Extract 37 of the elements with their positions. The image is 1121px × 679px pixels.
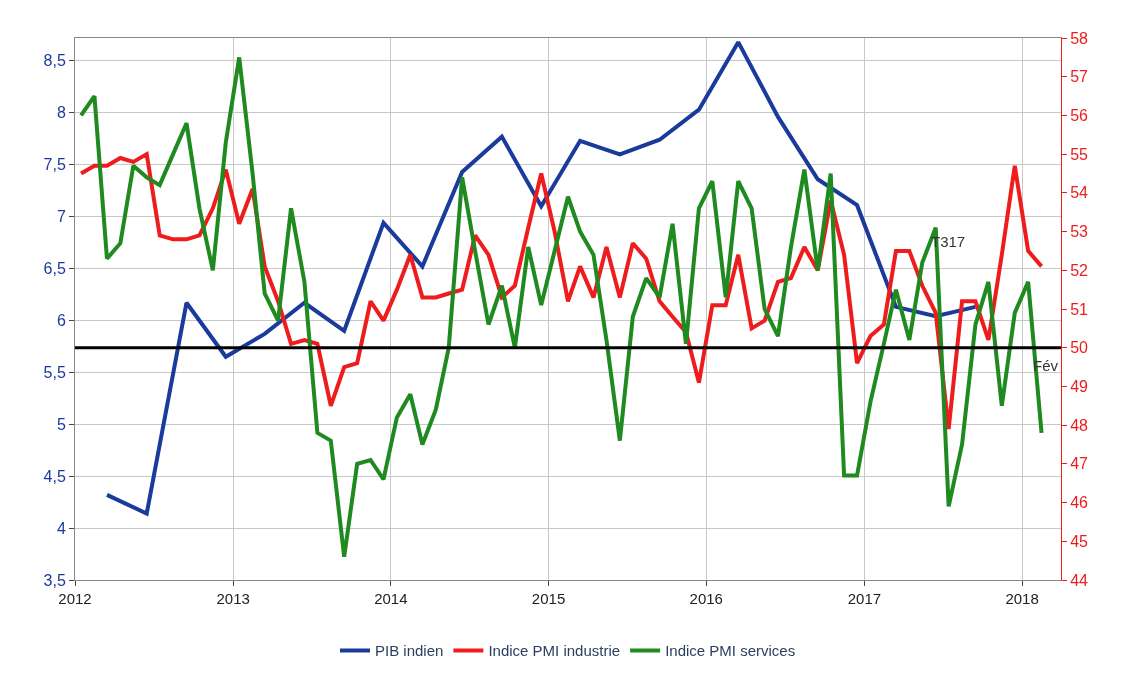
x-tick-label: 2014 <box>374 590 408 607</box>
legend-label: Indice PMI industrie <box>488 642 621 660</box>
y2-tick-label: 51 <box>1070 300 1089 318</box>
y2-tick-label: 47 <box>1070 455 1089 473</box>
y-tick-label: 6 <box>56 312 66 330</box>
x-tick-label: 2013 <box>216 590 250 607</box>
y-tick-label: 4,5 <box>43 467 66 485</box>
x-tick-label: 2012 <box>58 590 92 607</box>
y2-tick-label: 48 <box>1070 416 1089 434</box>
y2-tick-label: 54 <box>1070 184 1089 202</box>
y2-tick-label: 55 <box>1070 145 1089 163</box>
x-tick-label: 2018 <box>1005 590 1039 607</box>
y2-tick-label: 50 <box>1070 339 1089 357</box>
y2-tick-label: 58 <box>1070 29 1089 47</box>
y2-tick-label: 53 <box>1070 223 1089 241</box>
y2-tick-label: 46 <box>1070 494 1089 512</box>
y-tick-label: 4 <box>56 519 66 537</box>
y2-tick-label: 45 <box>1070 532 1089 550</box>
y-tick-label: 7,5 <box>43 156 66 174</box>
x-tick-label: 2016 <box>689 590 723 607</box>
line-series <box>104 40 978 516</box>
y-tick-label: 3,5 <box>43 571 66 589</box>
y2-tick-label: 52 <box>1070 261 1089 279</box>
y2-tick-label: 56 <box>1070 107 1089 125</box>
y2-tick-label: 44 <box>1070 571 1089 589</box>
y2-tick-label: 49 <box>1070 378 1089 396</box>
y-tick-label: 5 <box>56 415 66 433</box>
y-tick-label: 8,5 <box>43 52 66 70</box>
y-tick-label: 7 <box>56 208 66 226</box>
legend-label: Indice PMI services <box>665 642 796 660</box>
y-tick-label: 6,5 <box>43 260 66 278</box>
x-tick-label: 2015 <box>531 590 566 607</box>
legend-label: PIB indien <box>375 642 444 660</box>
y2-tick-label: 57 <box>1070 68 1089 86</box>
y-tick-label: 5,5 <box>43 363 66 381</box>
x-tick-label: 2017 <box>847 590 882 607</box>
y-tick-label: 8 <box>56 104 66 122</box>
